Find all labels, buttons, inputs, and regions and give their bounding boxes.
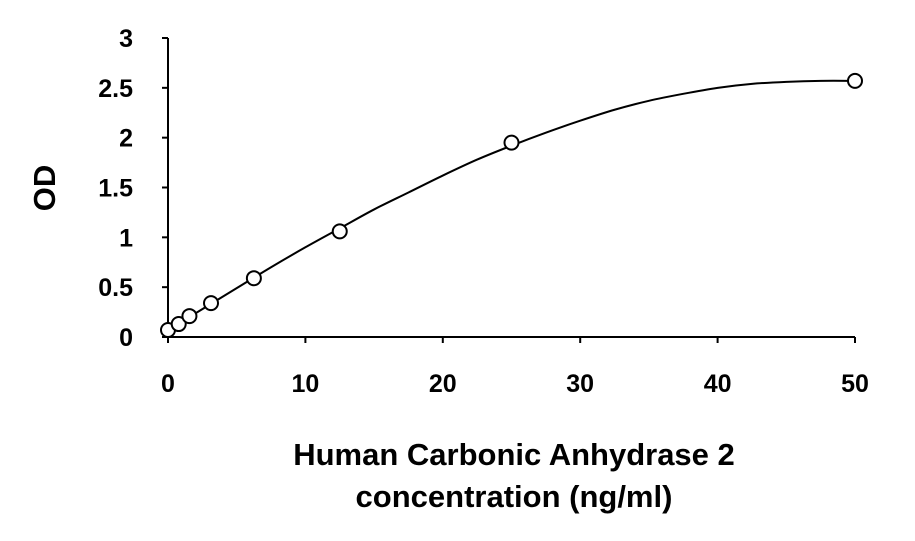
x-axis-ticks: 0 10 20 30 40 50	[161, 337, 869, 398]
data-point	[331, 223, 348, 240]
data-point	[245, 270, 262, 287]
y-tick-label: 1	[119, 224, 133, 252]
y-tick-label: 0.5	[98, 274, 133, 302]
data-point	[847, 72, 863, 89]
y-tick-label: 1.5	[98, 175, 133, 203]
y-tick-label: 2	[119, 125, 133, 153]
y-tick-label: 2.5	[98, 75, 133, 103]
x-tick-label: 40	[704, 370, 732, 398]
x-tick-label: 0	[161, 370, 175, 398]
x-axis-title-line-2: concentration (ng/ml)	[356, 479, 673, 514]
x-tick-label: 20	[429, 370, 457, 398]
data-point	[203, 295, 220, 312]
data-point	[181, 308, 198, 325]
y-axis-title: OD	[27, 165, 62, 212]
trendline	[167, 79, 856, 331]
x-tick-label: 50	[841, 370, 869, 398]
data-point	[503, 134, 520, 151]
x-tick-label: 10	[291, 370, 319, 398]
x-tick-label: 30	[566, 370, 594, 398]
y-tick-label: 0	[119, 324, 133, 352]
data-point	[170, 316, 187, 333]
data-points	[160, 72, 863, 339]
y-axis-ticks: 0 0.5 1 1.5 2 2.5 3	[98, 25, 168, 352]
x-axis-title-line-1: Human Carbonic Anhydrase 2	[293, 437, 735, 472]
y-tick-label: 3	[119, 25, 133, 53]
